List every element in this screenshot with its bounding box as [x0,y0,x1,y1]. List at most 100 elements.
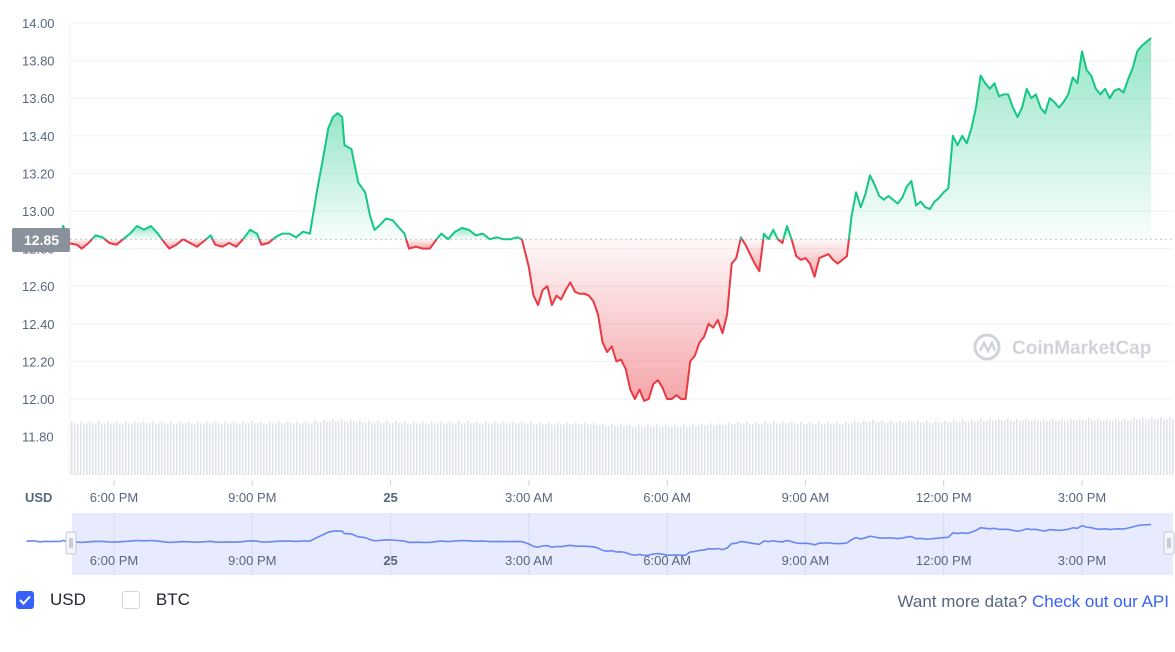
volume-bar [1097,418,1099,475]
volume-bar [410,423,412,475]
volume-bar [716,425,718,475]
volume-bar [905,422,907,475]
api-link[interactable]: Check out our API [1031,592,1169,611]
volume-bar [1055,420,1057,475]
volume-bar [896,422,898,475]
volume-bar [437,423,439,475]
area-below-reference [406,239,437,249]
volume-bar [569,424,571,475]
volume-bar [182,423,184,475]
volume-bar [422,421,424,475]
volume-bar [482,423,484,475]
volume-bar [635,426,637,475]
volume-bar [200,423,202,475]
legend-usd[interactable]: USD [16,590,86,610]
volume-bar [848,423,850,475]
volume-bar [386,420,388,475]
volume-bar [1016,418,1018,475]
volume-bar [1130,420,1132,475]
range-navigator[interactable]: 6:00 PM 9:00 PM 25 3:00 AM 6:00 AM 9:00 AM 12:… [26,513,1175,575]
volume-bar [983,420,985,475]
volume-bar [191,423,193,475]
volume-bar [1040,420,1042,475]
volume-bar [812,423,814,475]
volume-bar [452,423,454,475]
volume-bar [227,423,229,475]
volume-bar [365,422,367,475]
volume-bar [188,421,190,475]
volume-bar [650,426,652,475]
line-segment-down [211,238,244,248]
volume-bar [524,423,526,475]
volume-bar [980,418,982,475]
volume-bar [446,423,448,475]
x-tick-label: 6:00 PM [90,490,138,505]
volume-bar [173,423,175,475]
volume-bar [1022,420,1024,475]
volume-bar [1082,419,1084,475]
volume-bar [1037,420,1039,475]
volume-bar [215,421,217,475]
volume-bar [1109,420,1111,475]
volume-bar [623,425,625,475]
volume-bar [950,422,952,475]
volume-bar [554,424,556,475]
volume-bar [626,425,628,475]
volume-bar [416,423,418,475]
line-segment-down [182,238,207,248]
volume-bar [119,423,121,475]
area-above-reference [243,229,260,240]
line-segment-down [777,238,785,244]
volume-bar [1172,419,1174,475]
price-area [26,38,1152,401]
volume-bar [293,423,295,475]
volume-bar [164,423,166,475]
navigator-right-handle[interactable] [1163,531,1175,555]
navigator-tick-label: 9:00 PM [228,553,276,568]
volume-bar [221,423,223,475]
volume-bar [638,424,640,475]
volume-bar [1070,418,1072,475]
volume-bar [1100,420,1102,475]
navigator-left-handle[interactable] [65,531,77,555]
volume-bar [875,422,877,475]
volume-bar [743,423,745,475]
volume-bar [131,423,133,475]
volume-bar [962,419,964,475]
volume-bar [662,426,664,475]
volume-bar [527,423,529,475]
line-segment-up [242,228,261,240]
legend-btc[interactable]: BTC [121,590,190,610]
volume-bar [464,423,466,475]
volume-bar [113,423,115,475]
volume-bar [827,421,829,475]
volume-bar [692,423,694,475]
volume-bar [602,423,604,475]
volume-bar [1151,417,1153,475]
line-segment-down [790,238,850,278]
volume-bar [341,418,343,475]
volume-bar [254,423,256,475]
volume-bar [1085,420,1087,475]
volume-bar [605,425,607,475]
volume-bar [656,424,658,475]
volume-bar [203,423,205,475]
usd-checkbox[interactable] [16,591,34,609]
volume-bar [572,424,574,475]
volume-bar [584,422,586,475]
volume-bar [836,421,838,475]
volume-bar [938,422,940,475]
volume-bar [1061,418,1063,475]
volume-bar [1043,418,1045,475]
x-tick-label: 12:00 PM [916,490,972,505]
volume-bar [389,422,391,475]
volume-bar [932,422,934,475]
volume-bar [299,423,301,475]
volume-bar [965,421,967,475]
volume-bar [278,421,280,475]
btc-checkbox[interactable] [121,591,140,609]
y-tick-label: 12.20 [22,354,55,369]
volume-bar [842,423,844,475]
volume-bar [773,421,775,475]
volume-bar [98,421,100,475]
